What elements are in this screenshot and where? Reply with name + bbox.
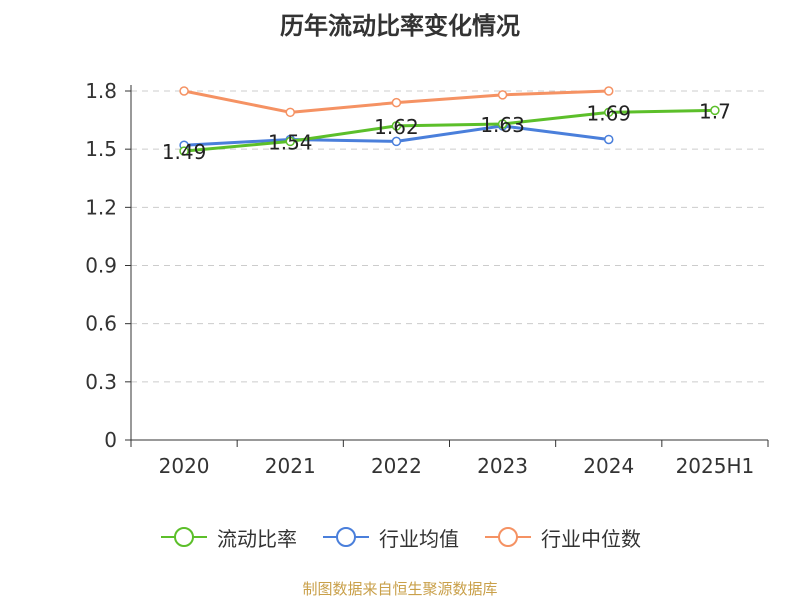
series-line-0 xyxy=(183,108,715,153)
x-tick-label: 2023 xyxy=(477,454,528,478)
legend-item[interactable]: 行业均值 xyxy=(321,523,459,552)
chart-title: 历年流动比率变化情况 xyxy=(280,12,520,40)
data-label: 1.49 xyxy=(162,140,207,164)
data-point xyxy=(179,86,189,96)
legend-marker-icon xyxy=(323,527,369,547)
data-point xyxy=(497,119,508,129)
data-point xyxy=(604,134,614,145)
x-tick-label: 2022 xyxy=(371,454,422,478)
data-point xyxy=(391,97,402,108)
data-label: 1.62 xyxy=(374,115,419,139)
data-point xyxy=(285,136,295,147)
y-tick-label: 0.9 xyxy=(85,254,117,278)
y-tick-label: 0.3 xyxy=(85,370,117,394)
data-point xyxy=(391,136,402,147)
legend-label: 流动比率 xyxy=(217,526,297,551)
y-tick-label: 0.6 xyxy=(85,312,117,336)
legend-label: 行业中位数 xyxy=(541,526,641,551)
y-tick-label: 0 xyxy=(104,428,117,452)
y-tick-label: 1.2 xyxy=(85,195,117,219)
x-tick-label: 2021 xyxy=(265,454,316,478)
data-point xyxy=(391,121,402,131)
data-point xyxy=(604,107,614,118)
data-point xyxy=(497,90,508,100)
legend-item[interactable]: 流动比率 xyxy=(159,523,297,552)
data-point xyxy=(285,107,295,118)
x-tick-label: 2024 xyxy=(583,454,634,478)
legend: 流动比率 行业均值 行业中位数 xyxy=(0,519,800,555)
x-tick-label: 2020 xyxy=(159,454,210,478)
data-label: 1.63 xyxy=(480,113,525,137)
data-label: 1.69 xyxy=(586,101,631,125)
data-point xyxy=(179,146,189,156)
legend-item[interactable]: 行业中位数 xyxy=(483,523,641,552)
legend-marker-icon xyxy=(485,527,531,547)
legend-marker-icon xyxy=(161,527,207,547)
y-tick-label: 1.8 xyxy=(85,79,117,103)
source-note: 制图数据来自恒生聚源数据库 xyxy=(302,580,498,598)
data-point xyxy=(604,86,614,96)
x-tick-label: 2025H1 xyxy=(676,454,755,478)
data-label: 1.7 xyxy=(699,99,731,123)
legend-label: 行业均值 xyxy=(379,526,459,551)
data-point xyxy=(710,105,720,116)
y-tick-label: 1.5 xyxy=(85,137,117,161)
data-label: 1.54 xyxy=(268,130,313,154)
